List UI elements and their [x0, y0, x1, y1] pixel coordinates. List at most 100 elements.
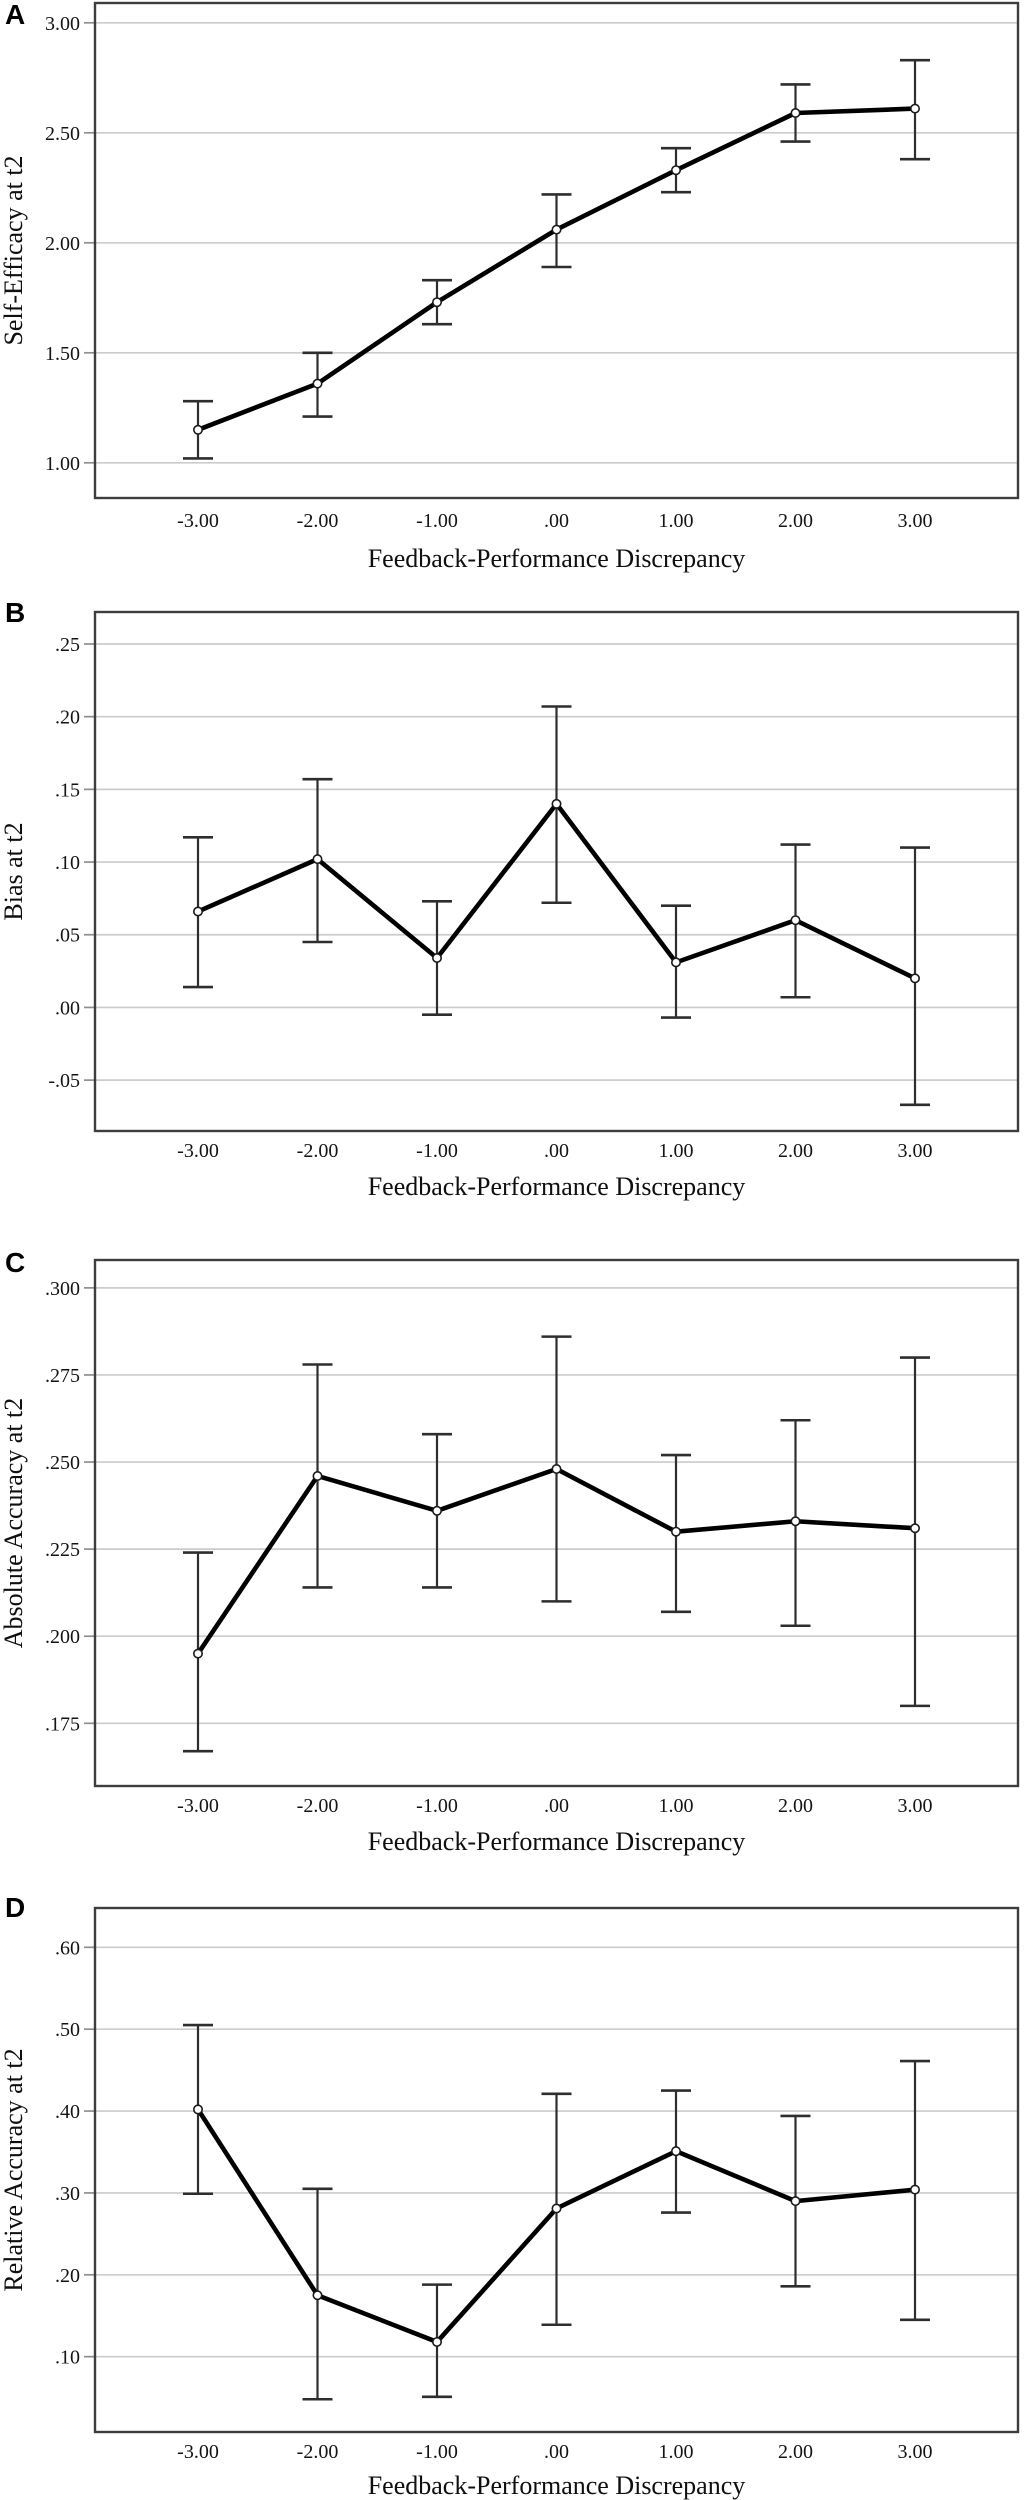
plot-frame — [93, 1258, 1020, 1788]
y-tick-label: -.05 — [48, 1070, 80, 1092]
chart-self-efficacy: 1.00 1.50 2.00 2.50 3.00 -3.00 -2.00 -1.00 .00 1.… — [0, 0, 1020, 573]
data-point-marker — [790, 1516, 801, 1527]
y-tick-label: .225 — [45, 1539, 80, 1561]
y-tick-label: .60 — [55, 1937, 80, 1959]
y-tick-label: .15 — [55, 779, 80, 801]
x-tick-label: -3.00 — [177, 2441, 219, 2463]
x-axis-title: Feedback-Performance Discrepancy — [368, 2471, 746, 2500]
x-axis-title: Feedback-Performance Discrepancy — [368, 1172, 746, 1201]
x-tick-label: .00 — [544, 510, 569, 532]
x-tick-label: 3.00 — [898, 510, 933, 532]
y-tick-label: .275 — [45, 1365, 80, 1387]
x-tick-label: .00 — [544, 1140, 569, 1162]
data-point-marker — [670, 2146, 681, 2157]
data-point-marker — [551, 224, 562, 235]
x-tick-label: -1.00 — [416, 1140, 458, 1162]
x-tick-label: 1.00 — [659, 1140, 694, 1162]
data-point-marker — [431, 952, 442, 963]
panel-letter: B — [5, 597, 25, 628]
panel-letter: D — [5, 1892, 25, 1923]
panel-letter: A — [5, 0, 25, 30]
chart-absolute-accuracy: .175 .200 .225 .250 .275 .300 -3.00 -2.00 -1.00.… — [0, 1247, 1020, 1856]
x-tick-label: 3.00 — [898, 1795, 933, 1817]
plot-frame — [93, 1906, 1020, 2434]
data-point-marker — [670, 957, 681, 968]
plot-render-layer: .10 .20 .30 .40 .50 .60 -3.00 -2.00 -1.00 .00 1.00… — [55, 1906, 1020, 2463]
y-tick-label: 1.00 — [45, 453, 80, 475]
y-tick-label: .250 — [45, 1452, 80, 1474]
panel-a: 1.00 1.50 2.00 2.50 3.00 -3.00 -2.00 -1.00 .00 1.… — [0, 0, 1024, 595]
x-tick-label: 1.00 — [659, 1795, 694, 1817]
data-point-marker — [312, 2290, 323, 2301]
x-tick-label: -3.00 — [177, 1795, 219, 1817]
y-tick-label: .05 — [55, 925, 80, 947]
x-tick-label: -1.00 — [416, 2441, 458, 2463]
x-tick-label: -1.00 — [416, 510, 458, 532]
x-tick-label: -2.00 — [297, 510, 339, 532]
y-tick-label: .30 — [55, 2183, 80, 2205]
y-axis-title: Relative Accuracy at t2 — [0, 2048, 28, 2291]
x-axis-title: Feedback-Performance Discrepancy — [368, 544, 746, 573]
x-tick-label: 2.00 — [778, 1140, 813, 1162]
x-tick-label: .00 — [544, 1795, 569, 1817]
data-point-marker — [312, 1470, 323, 1481]
plot-frame — [93, 1, 1020, 500]
y-tick-label: .175 — [45, 1713, 80, 1735]
data-point-marker — [551, 798, 562, 809]
panel-d: .10 .20 .30 .40 .50 .60 -3.00 -2.00 -1.00 .00 1.00… — [0, 1880, 1024, 2500]
x-tick-label: -2.00 — [297, 1140, 339, 1162]
data-point-marker — [909, 103, 920, 114]
x-tick-label: 3.00 — [898, 1140, 933, 1162]
x-axis-title: Feedback-Performance Discrepancy — [368, 1827, 746, 1856]
plot-render-layer: .175 .200 .225 .250 .275 .300 -3.00 -2.00 -1.00.… — [45, 1258, 1020, 1817]
y-tick-label: 2.00 — [45, 233, 80, 255]
plot-render-layer: -.05 .00 .05 .10 .15 .20 .25 -3.00 -2.00 -1.00 .00… — [48, 610, 1020, 1162]
y-tick-label: .50 — [55, 2019, 80, 2041]
data-point-marker — [312, 378, 323, 389]
x-tick-label: -2.00 — [297, 1795, 339, 1817]
x-tick-label: -3.00 — [177, 510, 219, 532]
y-tick-label: .25 — [55, 634, 80, 656]
data-point-marker — [551, 2203, 562, 2214]
data-point-marker — [431, 297, 442, 308]
x-tick-label: -1.00 — [416, 1795, 458, 1817]
data-point-marker — [193, 2104, 204, 2115]
data-point-marker — [790, 2196, 801, 2207]
data-point-marker — [431, 2336, 442, 2347]
data-point-marker — [670, 165, 681, 176]
y-axis-title: Bias at t2 — [0, 822, 28, 920]
x-tick-label: .00 — [544, 2441, 569, 2463]
x-tick-label: 2.00 — [778, 510, 813, 532]
y-tick-label: .300 — [45, 1278, 80, 1300]
data-point-marker — [312, 854, 323, 865]
y-tick-label: .200 — [45, 1626, 80, 1648]
plot-frame — [93, 610, 1020, 1133]
data-point-marker — [909, 973, 920, 984]
data-point-marker — [790, 108, 801, 119]
data-point-marker — [193, 1648, 204, 1659]
x-tick-label: -3.00 — [177, 1140, 219, 1162]
data-point-marker — [551, 1464, 562, 1475]
panel-c: .175 .200 .225 .250 .275 .300 -3.00 -2.00 -1.00.… — [0, 1245, 1024, 1880]
series-line — [195, 106, 918, 433]
y-tick-label: .20 — [55, 2265, 80, 2287]
x-tick-label: 3.00 — [898, 2441, 933, 2463]
x-tick-label: 1.00 — [659, 2441, 694, 2463]
chart-relative-accuracy: .10 .20 .30 .40 .50 .60 -3.00 -2.00 -1.00 .00 1.00… — [0, 1892, 1020, 2500]
data-point-marker — [670, 1526, 681, 1537]
x-tick-label: -2.00 — [297, 2441, 339, 2463]
data-point-marker — [431, 1505, 442, 1516]
x-tick-label: 2.00 — [778, 2441, 813, 2463]
data-point-marker — [193, 906, 204, 917]
data-point-marker — [790, 915, 801, 926]
y-axis-title: Self-Efficacy at t2 — [0, 155, 28, 345]
y-tick-label: .40 — [55, 2101, 80, 2123]
y-tick-label: .10 — [55, 852, 80, 874]
y-tick-label: .00 — [55, 997, 80, 1019]
panel-b: -.05 .00 .05 .10 .15 .20 .25 -3.00 -2.00 -1.00 .00… — [0, 595, 1024, 1245]
data-point-marker — [909, 2184, 920, 2195]
data-point-marker — [193, 424, 204, 435]
data-point-marker — [909, 1523, 920, 1534]
y-tick-label: 3.00 — [45, 13, 80, 35]
y-tick-label: 1.50 — [45, 343, 80, 365]
